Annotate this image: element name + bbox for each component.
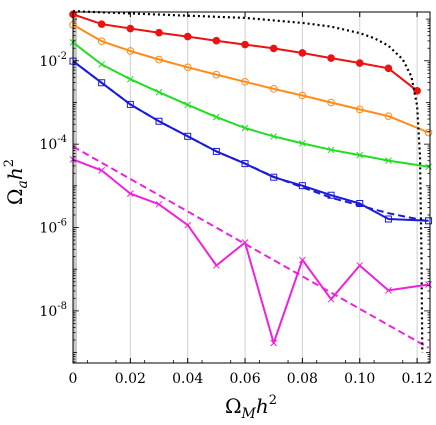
- data-point: [327, 295, 335, 303]
- x-axis-label-mid: h: [256, 394, 269, 418]
- data-point: [126, 47, 135, 55]
- data-point: [184, 132, 192, 140]
- data-point: [126, 75, 134, 83]
- y-axis-label: Ωah2: [2, 159, 31, 205]
- data-point: [98, 167, 106, 174]
- data-point: [270, 339, 278, 347]
- data-point: [298, 49, 307, 57]
- data-point: [184, 101, 192, 109]
- data-point: [213, 262, 220, 269]
- y-tick-label-exponent: -8: [57, 301, 67, 312]
- data-point: [155, 55, 163, 64]
- series-line-blue-solid: [72, 60, 429, 222]
- data-point: [155, 117, 163, 125]
- x-axis-label-sup: 2: [269, 393, 277, 408]
- data-point: [126, 190, 134, 197]
- y-tick-label-base: 10: [39, 221, 57, 237]
- y-axis-label-sup: 2: [2, 159, 17, 167]
- data-point: [355, 59, 364, 67]
- x-tick-label: 0.10: [344, 371, 375, 387]
- x-axis-label-base: Ω: [225, 394, 242, 418]
- series-group: [69, 10, 433, 353]
- y-tick-label: 10-2: [39, 51, 67, 70]
- x-axis-label: ΩMh2: [225, 393, 277, 422]
- y-axis-label-base: Ω: [3, 188, 27, 205]
- data-point: [299, 140, 306, 147]
- data-point: [183, 32, 192, 41]
- x-axis-label-sub: M: [241, 406, 257, 422]
- data-point: [356, 151, 364, 159]
- x-tick-label: 0.08: [287, 371, 318, 387]
- data-point: [97, 37, 106, 45]
- data-point: [155, 88, 163, 96]
- y-tick-label-base: 10: [39, 54, 57, 70]
- data-point: [384, 112, 393, 120]
- x-tick-label: 0.04: [172, 371, 203, 387]
- data-point: [241, 78, 249, 86]
- data-point: [384, 215, 392, 223]
- data-point: [269, 85, 278, 93]
- data-point: [98, 61, 106, 68]
- data-point: [241, 160, 249, 168]
- series-line-blue-dashed: [72, 60, 429, 223]
- data-point: [212, 36, 221, 45]
- data-point: [327, 146, 335, 154]
- y-tick-label-exponent: -6: [57, 218, 67, 229]
- axis-ticks: 0 0.02 0.04 0.06 0.08 0.10 0.1210-210-410-610-…: [39, 12, 433, 387]
- data-point: [355, 105, 364, 114]
- x-tick-label: 0.02: [115, 371, 146, 387]
- x-tick-label: 0: [69, 371, 78, 387]
- x-tick-label: 0.06: [229, 371, 260, 387]
- y-tick-label-exponent: -2: [57, 51, 67, 62]
- series-line-orange-solid: [72, 23, 429, 134]
- data-point: [327, 191, 335, 199]
- data-point: [241, 124, 249, 132]
- series-line-magenta-dashed: [72, 145, 430, 349]
- data-point: [183, 63, 192, 72]
- data-point: [424, 128, 433, 137]
- data-point: [298, 91, 307, 100]
- data-point: [425, 163, 432, 171]
- data-point: [385, 157, 392, 164]
- data-point: [269, 44, 278, 53]
- data-point: [212, 70, 221, 79]
- series-line-black-dotted: [72, 10, 424, 353]
- y-tick-label-exponent: -4: [57, 134, 67, 145]
- data-point: [213, 113, 220, 121]
- data-point: [384, 64, 393, 73]
- data-point: [155, 28, 163, 37]
- plot-frame: [72, 11, 431, 364]
- y-tick-label: 10-8: [39, 301, 67, 320]
- data-point: [385, 287, 392, 294]
- data-point: [98, 79, 106, 87]
- y-axis-label-mid: h: [3, 167, 27, 180]
- data-point: [241, 40, 249, 49]
- data-point: [327, 54, 335, 62]
- data-point: [356, 262, 364, 269]
- y-tick-label-base: 10: [39, 137, 57, 153]
- y-tick-label: 10-6: [39, 218, 67, 237]
- data-point: [299, 256, 306, 264]
- data-point: [126, 100, 134, 108]
- series-line-magenta-solid: [72, 158, 429, 344]
- data-point: [327, 98, 335, 107]
- series-line-green-solid: [72, 41, 429, 168]
- data-point: [126, 24, 135, 33]
- data-point: [155, 200, 163, 208]
- data-point: [425, 281, 432, 288]
- data-point: [212, 147, 220, 155]
- data-point: [270, 133, 278, 140]
- data-point: [97, 20, 106, 28]
- y-axis-label-sub: a: [15, 180, 31, 188]
- x-tick-label: 0.12: [402, 371, 433, 387]
- y-tick-label: 10-4: [39, 134, 67, 153]
- y-tick-label-base: 10: [39, 304, 57, 320]
- data-point: [184, 221, 192, 229]
